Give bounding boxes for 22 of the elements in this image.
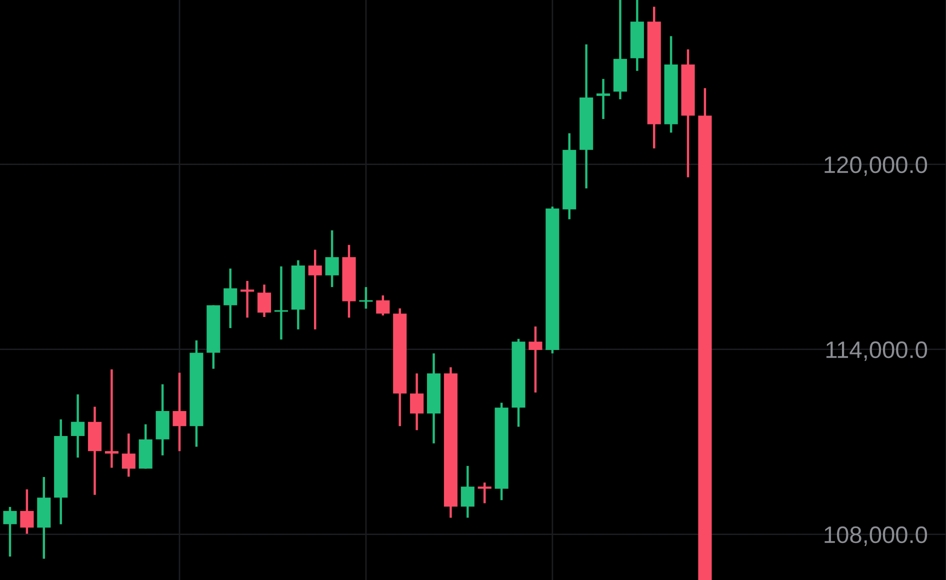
candlestick xyxy=(308,248,322,330)
candlestick xyxy=(20,488,34,535)
candlestick xyxy=(528,325,542,394)
candlestick xyxy=(376,294,390,317)
y-tick-label: 120,000.0 xyxy=(824,156,928,176)
candlestick xyxy=(224,267,238,330)
candlestick xyxy=(359,286,373,310)
candlestick xyxy=(71,393,85,459)
candlestick xyxy=(104,368,118,469)
y-tick-label: 114,000.0 xyxy=(826,341,928,361)
candlestick xyxy=(240,280,254,319)
candlestick xyxy=(596,78,610,120)
y-tick-label: 108,000.0 xyxy=(824,526,928,546)
candlestick xyxy=(274,265,288,341)
candlestick xyxy=(478,481,492,504)
candlestick xyxy=(410,372,424,432)
candlestick xyxy=(325,229,339,288)
candlestick xyxy=(257,283,272,318)
candlestick xyxy=(460,464,474,519)
candlestick xyxy=(172,372,186,452)
candlestick xyxy=(3,506,17,558)
candlestick xyxy=(122,432,136,478)
